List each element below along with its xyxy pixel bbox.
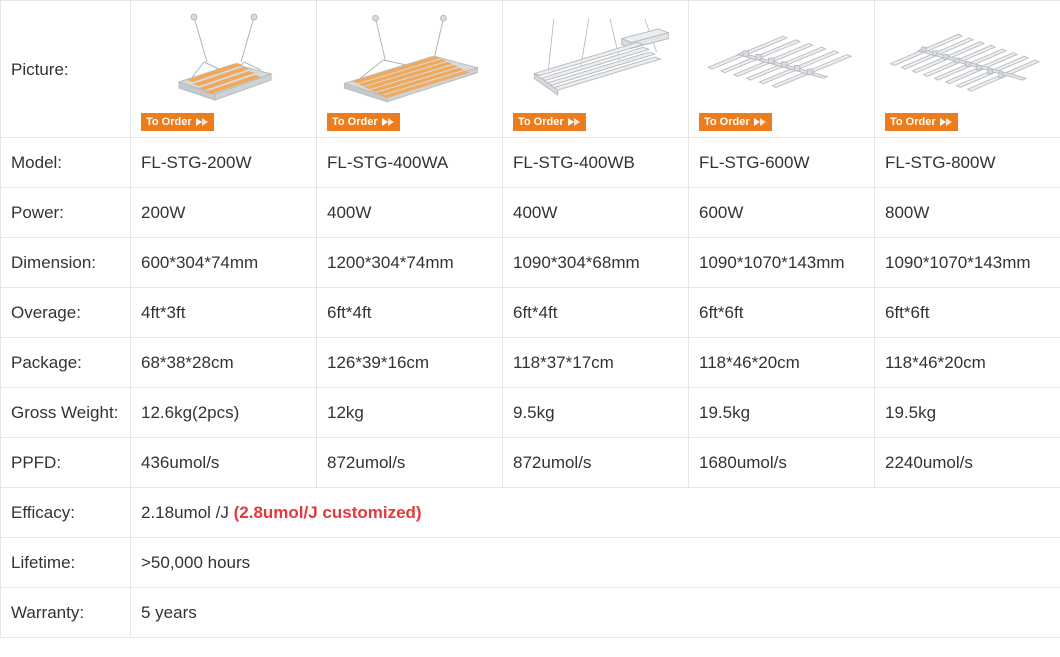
spec-table: Picture:: [0, 0, 1060, 638]
warranty-value: 5 years: [131, 588, 1060, 638]
to-order-label: To Order: [332, 116, 378, 128]
label-dimension: Dimension:: [1, 238, 131, 288]
model-1: FL-STG-400WA: [317, 138, 503, 188]
arrow-right-icon: [940, 117, 954, 127]
to-order-button[interactable]: To Order: [885, 113, 958, 131]
overage-1: 6ft*4ft: [317, 288, 503, 338]
arrow-right-icon: [754, 117, 768, 127]
overage-3: 6ft*6ft: [689, 288, 875, 338]
label-lifetime: Lifetime:: [1, 538, 131, 588]
to-order-button[interactable]: To Order: [141, 113, 214, 131]
to-order-button[interactable]: To Order: [327, 113, 400, 131]
row-model: Model: FL-STG-200W FL-STG-400WA FL-STG-4…: [1, 138, 1060, 188]
to-order-label: To Order: [704, 116, 750, 128]
row-power: Power: 200W 400W 400W 600W 800W: [1, 188, 1060, 238]
overage-2: 6ft*4ft: [503, 288, 689, 338]
gross-weight-1: 12kg: [317, 388, 503, 438]
gross-weight-3: 19.5kg: [689, 388, 875, 438]
picture-cell-3: To Order: [689, 1, 875, 138]
to-order-label: To Order: [518, 116, 564, 128]
row-warranty: Warranty: 5 years: [1, 588, 1060, 638]
power-0: 200W: [131, 188, 317, 238]
model-3: FL-STG-600W: [689, 138, 875, 188]
row-ppfd: PPFD: 436umol/s 872umol/s 872umol/s 1680…: [1, 438, 1060, 488]
efficacy-base: 2.18umol /J: [141, 503, 234, 522]
ppfd-0: 436umol/s: [131, 438, 317, 488]
package-3: 118*46*20cm: [689, 338, 875, 388]
dimension-4: 1090*1070*143mm: [875, 238, 1060, 288]
efficacy-value: 2.18umol /J (2.8umol/J customized): [131, 488, 1060, 538]
package-4: 118*46*20cm: [875, 338, 1060, 388]
power-1: 400W: [317, 188, 503, 238]
product-illustration-panel-small-icon: [141, 9, 306, 109]
gross-weight-2: 9.5kg: [503, 388, 689, 438]
picture-cell-1: To Order: [317, 1, 503, 138]
arrow-right-icon: [382, 117, 396, 127]
picture-cell-4: To Order: [875, 1, 1060, 138]
product-illustration-panel-large-icon: [327, 9, 492, 109]
package-0: 68*38*28cm: [131, 338, 317, 388]
to-order-button[interactable]: To Order: [513, 113, 586, 131]
row-efficacy: Efficacy: 2.18umol /J (2.8umol/J customi…: [1, 488, 1060, 538]
label-overage: Overage:: [1, 288, 131, 338]
efficacy-highlight: (2.8umol/J customized): [234, 503, 422, 522]
package-1: 126*39*16cm: [317, 338, 503, 388]
label-efficacy: Efficacy:: [1, 488, 131, 538]
model-0: FL-STG-200W: [131, 138, 317, 188]
model-4: FL-STG-800W: [875, 138, 1060, 188]
arrow-right-icon: [568, 117, 582, 127]
ppfd-1: 872umol/s: [317, 438, 503, 488]
dimension-2: 1090*304*68mm: [503, 238, 689, 288]
model-2: FL-STG-400WB: [503, 138, 689, 188]
power-2: 400W: [503, 188, 689, 238]
lifetime-value: >50,000 hours: [131, 538, 1060, 588]
row-lifetime: Lifetime: >50,000 hours: [1, 538, 1060, 588]
gross-weight-4: 19.5kg: [875, 388, 1060, 438]
row-package: Package: 68*38*28cm 126*39*16cm 118*37*1…: [1, 338, 1060, 388]
ppfd-3: 1680umol/s: [689, 438, 875, 488]
overage-0: 4ft*3ft: [131, 288, 317, 338]
row-dimension: Dimension: 600*304*74mm 1200*304*74mm 10…: [1, 238, 1060, 288]
power-4: 800W: [875, 188, 1060, 238]
product-illustration-spider8-icon: [885, 9, 1050, 109]
label-power: Power:: [1, 188, 131, 238]
picture-cell-2: To Order: [503, 1, 689, 138]
label-gross-weight: Gross Weight:: [1, 388, 131, 438]
row-overage: Overage: 4ft*3ft 6ft*4ft 6ft*4ft 6ft*6ft…: [1, 288, 1060, 338]
power-3: 600W: [689, 188, 875, 238]
to-order-button[interactable]: To Order: [699, 113, 772, 131]
dimension-3: 1090*1070*143mm: [689, 238, 875, 288]
to-order-label: To Order: [146, 116, 192, 128]
product-illustration-bar4-icon: [513, 9, 678, 109]
label-package: Package:: [1, 338, 131, 388]
label-ppfd: PPFD:: [1, 438, 131, 488]
picture-cell-0: To Order: [131, 1, 317, 138]
gross-weight-0: 12.6kg(2pcs): [131, 388, 317, 438]
dimension-1: 1200*304*74mm: [317, 238, 503, 288]
arrow-right-icon: [196, 117, 210, 127]
label-picture: Picture:: [1, 1, 131, 138]
label-model: Model:: [1, 138, 131, 188]
product-illustration-spider6-icon: [699, 9, 864, 109]
overage-4: 6ft*6ft: [875, 288, 1060, 338]
dimension-0: 600*304*74mm: [131, 238, 317, 288]
row-picture: Picture:: [1, 1, 1060, 138]
label-warranty: Warranty:: [1, 588, 131, 638]
ppfd-2: 872umol/s: [503, 438, 689, 488]
package-2: 118*37*17cm: [503, 338, 689, 388]
ppfd-4: 2240umol/s: [875, 438, 1060, 488]
row-gross-weight: Gross Weight: 12.6kg(2pcs) 12kg 9.5kg 19…: [1, 388, 1060, 438]
to-order-label: To Order: [890, 116, 936, 128]
